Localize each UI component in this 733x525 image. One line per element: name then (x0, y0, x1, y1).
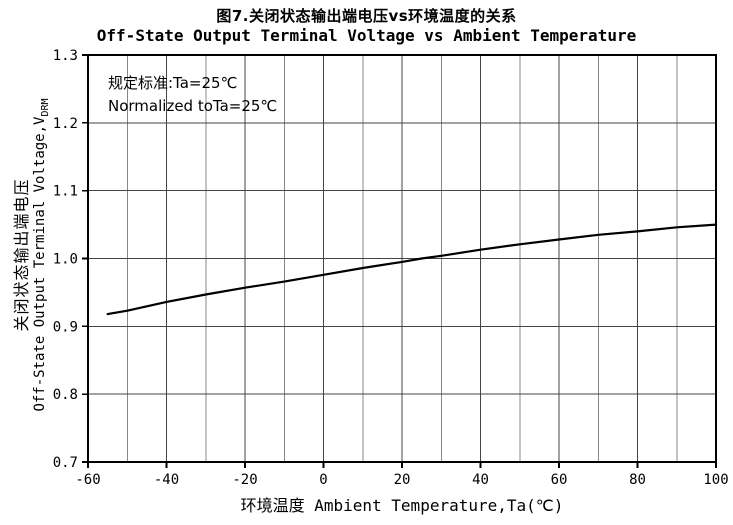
x-tick-label: 80 (629, 472, 646, 488)
y-axis-label: 关闭状态输出端电压 Off-State Output Terminal Volt… (8, 55, 51, 455)
y-tick-label: 1.1 (53, 184, 78, 200)
annotation-normalized-en: Normalized toTa=25℃ (108, 97, 278, 115)
y-axis-label-chinese: 关闭状态输出端电压 (12, 178, 31, 332)
y-tick-label: 0.7 (53, 455, 78, 471)
y-tick-label: 1.2 (53, 116, 78, 132)
x-axis-label: 环境温度 Ambient Temperature,Ta(℃) (240, 496, 564, 515)
y-axis-label-subscript: DRM (39, 98, 51, 117)
y-tick-label: 0.8 (53, 387, 78, 403)
y-tick-label: 1.0 (53, 252, 78, 268)
x-tick-label: 100 (703, 472, 728, 488)
x-tick-label: 20 (394, 472, 411, 488)
x-tick-label: 40 (472, 472, 489, 488)
x-tick-label: -60 (75, 472, 100, 488)
chart-title-english: Off-State Output Terminal Voltage vs Amb… (96, 26, 637, 45)
annotation-standard-cn: 规定标准:Ta=25℃ (108, 74, 238, 92)
y-tick-label: 1.3 (53, 48, 78, 64)
x-tick-label: 60 (551, 472, 568, 488)
y-axis-label-english: Off-State Output Terminal Voltage,VDRM (32, 98, 51, 412)
series-curve (106, 223, 718, 316)
x-tick-label: -40 (154, 472, 179, 488)
x-tick-label: -20 (232, 472, 257, 488)
y-tick-label: 0.9 (53, 319, 78, 335)
x-tick-label: 0 (319, 472, 327, 488)
chart-title-chinese: 图7.关闭状态输出端电压vs环境温度的关系 (216, 7, 517, 25)
